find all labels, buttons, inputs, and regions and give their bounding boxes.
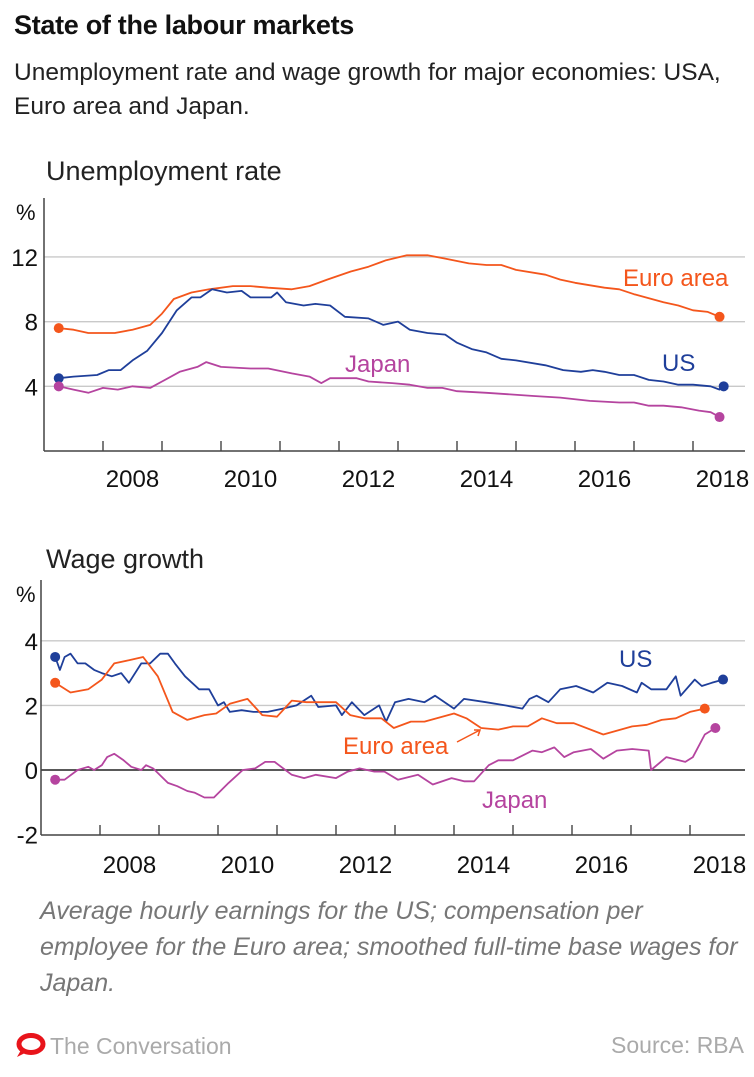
y-axis-unit: % [16, 200, 36, 225]
us-series-label: US [619, 646, 652, 673]
x-tick-label: 2016 [575, 852, 628, 879]
x-tick-label: 2012 [339, 852, 392, 879]
euro-area-end-point [699, 703, 710, 714]
us-end-point [718, 674, 729, 685]
euro-area-series-label: Euro area [343, 733, 449, 760]
euro-area-line [58, 254, 720, 334]
x-tick-label: 2008 [106, 466, 159, 490]
us-line [54, 652, 724, 723]
y-axis-unit: % [16, 582, 36, 607]
x-tick-label: 2014 [457, 852, 510, 879]
japan-start-point [53, 381, 64, 392]
y-tick-label: 0 [25, 758, 38, 785]
japan-series-label: Japan [482, 787, 547, 814]
y-tick-label: 2 [25, 693, 38, 720]
japan-end-point [714, 412, 725, 423]
y-tick-label: 12 [11, 245, 38, 272]
us-start-point [50, 651, 61, 662]
euro-area-start-point [50, 677, 61, 688]
x-tick-label: 2012 [342, 466, 395, 490]
brand-name: The Conversation [50, 1032, 232, 1059]
japan-start-point [50, 774, 61, 785]
page-title: State of the labour markets [14, 10, 354, 40]
y-tick-label: 4 [25, 374, 38, 401]
x-tick-label: 2014 [460, 466, 513, 490]
caption: Average hourly earnings for the US; comp… [40, 897, 738, 997]
unemployment-chart: 4 8 12% 2008 2010 2012 2014 2016 2018 Euro area US… [11, 198, 749, 490]
x-tick-label: 2010 [221, 852, 274, 879]
wage-growth-chart: -2 0 2 4% 2008 2010 2012 2014 2016 2018 US Euro are… [16, 580, 746, 879]
x-tick-label: 2016 [578, 466, 631, 490]
japan-line [58, 361, 721, 418]
euro-area-label-arrow [456, 729, 482, 743]
wage-chart-title: Wage growth [46, 544, 205, 574]
x-tick-label: 2018 [696, 466, 749, 490]
us-series-label: US [662, 350, 695, 377]
us-line [58, 288, 725, 391]
speech-bubble-icon [16, 1033, 46, 1057]
euro-area-series-label: Euro area [623, 265, 729, 292]
x-tick-label: 2010 [224, 466, 277, 490]
y-tick-label: -2 [17, 823, 38, 850]
source-note: Source: RBA [611, 1032, 744, 1058]
euro-area-end-point [714, 311, 725, 322]
japan-series-label: Japan [345, 351, 410, 378]
euro-area-line [54, 656, 705, 736]
x-tick-label: 2018 [693, 852, 746, 879]
us-start-point [53, 373, 64, 384]
unemployment-chart-title: Unemployment rate [46, 156, 282, 186]
y-tick-label: 4 [25, 629, 38, 656]
y-tick-label: 8 [25, 310, 38, 337]
us-end-point [718, 381, 729, 392]
page-subtitle: Unemployment rate and wage growth for ma… [14, 59, 721, 120]
brand-logo[interactable]: The Conversation [14, 1032, 232, 1060]
japan-end-point [710, 723, 721, 734]
euro-area-start-point [53, 323, 64, 334]
japan-line [55, 727, 716, 799]
x-tick-label: 2008 [103, 852, 156, 879]
